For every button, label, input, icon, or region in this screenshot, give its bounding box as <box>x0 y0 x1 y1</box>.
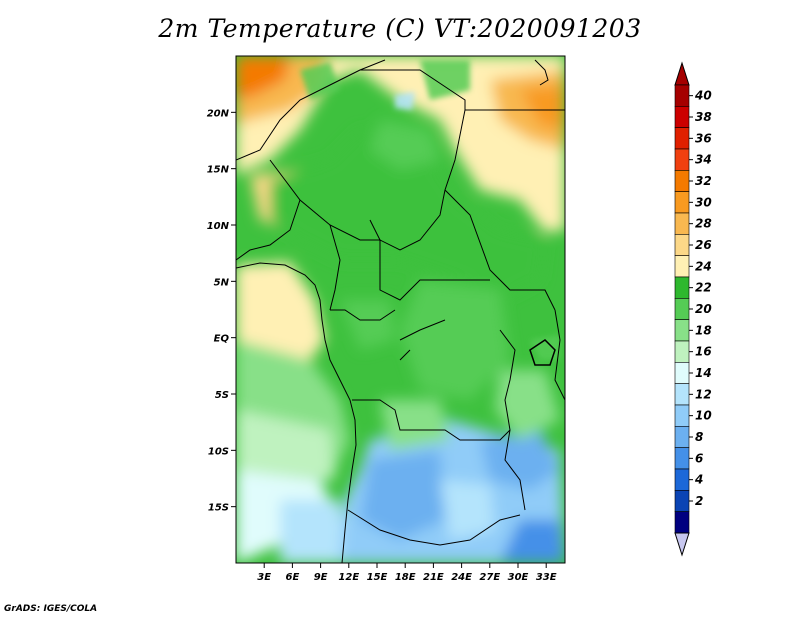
lat-tick-label: 5N <box>214 277 230 288</box>
lon-tick-label: 15E <box>367 572 388 583</box>
lon-tick-label: 12E <box>338 572 359 583</box>
colorbar-swatch <box>674 319 690 342</box>
colorbar-swatch <box>674 234 690 256</box>
colorbar-swatch <box>674 191 690 214</box>
longitude-axis: 3E 6E 9E 12E 15E 18E 21E 24E 27E 30E 33E <box>257 563 557 583</box>
lat-tick-label: EQ <box>214 334 230 345</box>
colorbar-label: 12 <box>695 387 712 401</box>
latitude-axis: 20N 15N 10N 5N EQ 5S 10S 15S <box>207 108 236 514</box>
colorbar-swatch <box>674 276 690 299</box>
lon-tick-label: 18E <box>395 572 416 583</box>
colorbar-label: 2 <box>695 494 703 508</box>
colorbar-label: 40 <box>694 89 712 103</box>
map-boundaries <box>235 55 566 564</box>
colorbar-label: 28 <box>695 217 712 231</box>
lat-tick-label: 15N <box>207 165 230 176</box>
colorbar-label: 34 <box>695 153 712 167</box>
colorbar-swatch <box>674 106 690 128</box>
colorbar-swatch <box>674 127 690 150</box>
colorbar-swatch <box>674 212 690 235</box>
colorbar-label: 24 <box>695 259 712 273</box>
colorbar-swatch <box>674 447 690 470</box>
temperature-field <box>236 56 565 563</box>
colorbar-swatch <box>674 490 690 512</box>
colorbar-label: 6 <box>695 451 703 465</box>
colorbar-label: 16 <box>695 345 712 359</box>
colorbar-label: 20 <box>695 302 712 316</box>
lat-tick-label: 15S <box>208 503 229 514</box>
lat-tick-label: 10S <box>208 446 229 457</box>
colorbar-over-arrow <box>674 61 690 86</box>
colorbar-swatch <box>674 255 690 278</box>
lon-tick-label: 30E <box>508 572 529 583</box>
colorbar-label: 30 <box>695 195 712 209</box>
lon-tick-label: 9E <box>314 572 328 583</box>
lon-tick-label: 21E <box>423 572 444 583</box>
colorbar-label: 18 <box>695 323 712 337</box>
colorbar: 40 38 36 34 32 30 28 26 24 22 20 18 16 14 12 10 8 6 4 2 <box>674 61 712 557</box>
map-title: 2m Temperature (C) VT:2020091203 <box>158 14 642 43</box>
lat-tick-label: 10N <box>207 221 230 232</box>
colorbar-label: 4 <box>694 473 703 487</box>
colorbar-swatch <box>674 84 690 107</box>
lat-tick-label: 5S <box>215 390 229 401</box>
lon-tick-label: 6E <box>286 572 300 583</box>
colorbar-swatch <box>674 383 690 406</box>
lon-tick-label: 27E <box>479 572 500 583</box>
colorbar-label: 36 <box>695 131 712 145</box>
lon-tick-label: 24E <box>451 572 472 583</box>
lon-tick-label: 33E <box>536 572 557 583</box>
colorbar-swatch <box>674 170 690 192</box>
colorbar-swatch <box>674 362 690 384</box>
colorbar-swatch <box>674 340 690 363</box>
lat-tick-label: 20N <box>207 108 230 119</box>
colorbar-label: 10 <box>695 409 712 423</box>
colorbar-label: 32 <box>695 174 712 188</box>
colorbar-label: 8 <box>695 430 703 444</box>
colorbar-swatch <box>674 298 690 320</box>
grads-credit: GrADS: IGES/COLA <box>4 604 98 614</box>
colorbar-label: 22 <box>695 281 712 295</box>
colorbar-swatch <box>674 426 690 448</box>
lon-tick-label: 3E <box>257 572 271 583</box>
colorbar-label: 14 <box>695 366 712 380</box>
colorbar-under-arrow <box>674 532 690 557</box>
colorbar-label: 26 <box>695 238 712 252</box>
colorbar-swatch <box>674 404 690 427</box>
colorbar-swatch <box>674 468 690 491</box>
colorbar-swatch <box>674 511 690 534</box>
colorbar-swatch <box>674 148 690 171</box>
colorbar-label: 38 <box>695 110 712 124</box>
